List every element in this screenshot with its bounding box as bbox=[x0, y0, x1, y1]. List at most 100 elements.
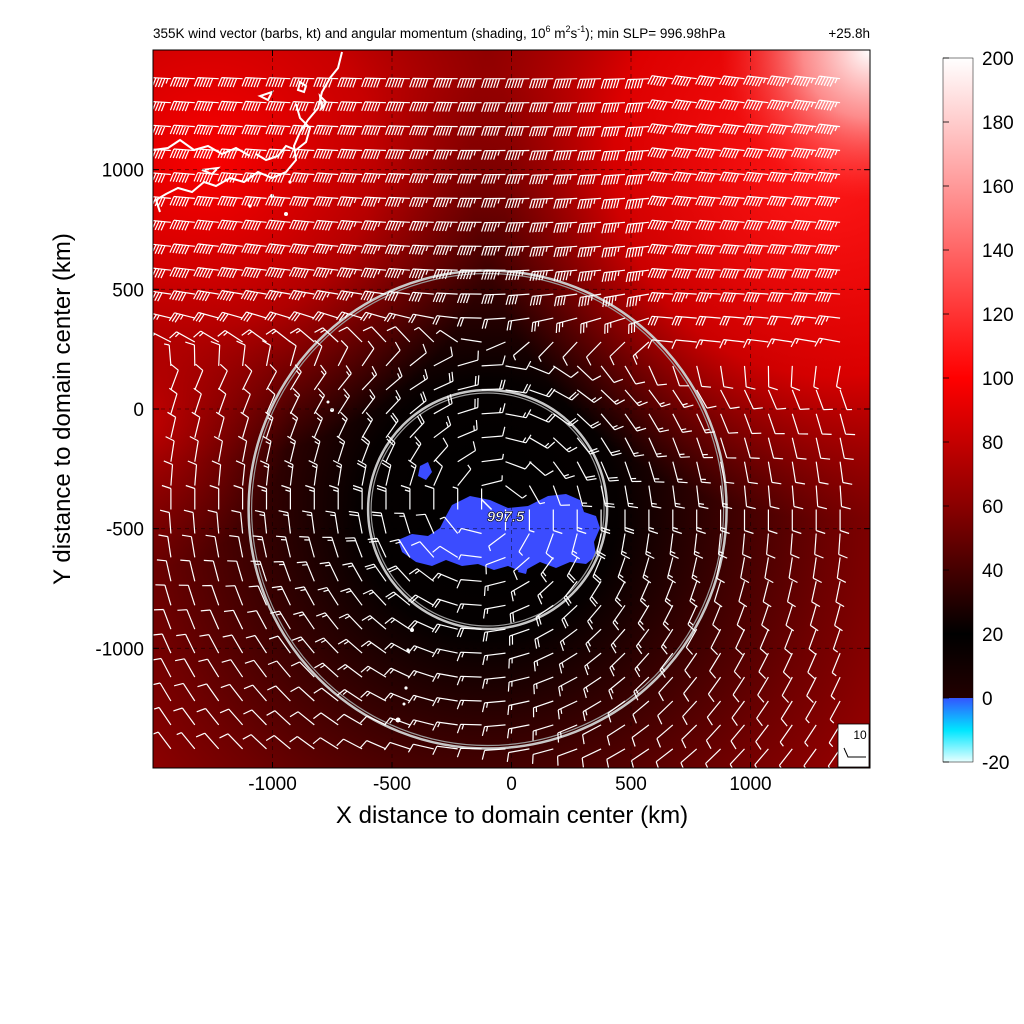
wind-barb bbox=[576, 509, 587, 535]
heatmap-layer: 997.5 bbox=[153, 50, 870, 768]
wind-barb bbox=[540, 557, 554, 583]
wind-barb bbox=[385, 591, 411, 606]
wind-barb bbox=[456, 699, 482, 710]
wind-barb bbox=[383, 692, 411, 702]
wind-barb bbox=[583, 676, 602, 699]
wind-barb bbox=[639, 581, 650, 608]
wind-barb bbox=[696, 365, 712, 388]
wind-barb bbox=[481, 426, 506, 439]
wind-barb bbox=[671, 315, 697, 326]
colorbar-tick-label: 200 bbox=[982, 49, 1014, 70]
wind-barb bbox=[767, 437, 784, 460]
wind-barb bbox=[385, 389, 401, 415]
wind-barb bbox=[481, 700, 506, 713]
wind-barb bbox=[510, 580, 530, 602]
wind-barb bbox=[835, 581, 845, 608]
wind-barb bbox=[720, 413, 739, 434]
wind-barb bbox=[648, 437, 667, 458]
colorbar-tick-label: 60 bbox=[982, 497, 1003, 518]
wind-barb bbox=[532, 700, 554, 718]
wind-barb bbox=[177, 609, 196, 630]
wind-barb bbox=[153, 332, 172, 343]
wind-barb bbox=[529, 197, 554, 209]
wind-barb bbox=[684, 652, 698, 679]
wind-barb bbox=[169, 267, 195, 279]
wind-barb bbox=[185, 484, 196, 510]
wind-barb bbox=[360, 311, 387, 322]
wind-barb bbox=[360, 665, 387, 678]
wind-barb bbox=[169, 77, 195, 88]
colorbar-tick-label: 120 bbox=[982, 305, 1014, 326]
colorbar-tick-label: 140 bbox=[982, 241, 1014, 262]
wind-barb bbox=[202, 584, 220, 606]
wind-barb bbox=[642, 557, 652, 584]
wind-barb bbox=[600, 485, 615, 508]
wind-barb bbox=[433, 101, 458, 112]
wind-barb bbox=[169, 290, 195, 302]
wind-barb bbox=[193, 243, 219, 255]
wind-barb bbox=[219, 708, 244, 726]
wind-barb bbox=[265, 328, 291, 343]
wind-barb bbox=[720, 509, 730, 535]
wind-barb bbox=[481, 453, 504, 463]
wind-barb bbox=[790, 99, 817, 111]
wind-barb bbox=[287, 435, 296, 462]
wind-barb bbox=[165, 436, 175, 462]
wind-barb bbox=[553, 149, 578, 161]
wind-barb bbox=[767, 461, 782, 485]
wind-barb bbox=[242, 734, 267, 750]
wind-barb bbox=[647, 339, 673, 349]
wind-barb bbox=[710, 628, 722, 656]
wind-barb bbox=[767, 292, 793, 303]
wind-barb bbox=[664, 581, 674, 608]
colorbar-tick-label: 180 bbox=[982, 113, 1014, 134]
wind-barb bbox=[743, 268, 769, 279]
wind-barb bbox=[217, 267, 243, 279]
wind-barb bbox=[289, 196, 315, 207]
wind-barb bbox=[719, 315, 745, 326]
wind-barb bbox=[528, 485, 546, 505]
wind-barb bbox=[687, 605, 698, 632]
wind-barb bbox=[528, 126, 554, 137]
wind-barb bbox=[313, 101, 339, 112]
wind-barb bbox=[481, 197, 506, 208]
wind-barb bbox=[624, 413, 647, 432]
wind-barb bbox=[829, 700, 841, 724]
wind-barb bbox=[458, 554, 482, 560]
wind-barb bbox=[294, 586, 315, 606]
wind-barb bbox=[712, 605, 722, 632]
x-axis-title: X distance to domain center (km) bbox=[336, 802, 688, 829]
wind-barb bbox=[791, 268, 817, 279]
wind-barb bbox=[265, 219, 291, 231]
wind-barb bbox=[458, 527, 482, 535]
wind-barb bbox=[312, 243, 339, 255]
wind-barb bbox=[814, 195, 841, 207]
wind-barb bbox=[257, 484, 268, 510]
wind-barb bbox=[766, 99, 793, 111]
wind-barb bbox=[389, 538, 411, 558]
wind-barb bbox=[193, 267, 219, 279]
wind-barb bbox=[720, 365, 734, 389]
wind-barb bbox=[532, 724, 554, 741]
wind-barb bbox=[812, 557, 822, 584]
wind-barb bbox=[329, 484, 339, 510]
wind-barb bbox=[168, 312, 195, 323]
wind-barb bbox=[766, 195, 793, 207]
wind-barb bbox=[288, 311, 315, 322]
wind-barb bbox=[243, 709, 267, 726]
wind-barb bbox=[336, 267, 363, 279]
wind-barb bbox=[196, 707, 220, 726]
wind-barb bbox=[657, 700, 674, 725]
colorbar-tick-label: 160 bbox=[982, 177, 1014, 198]
wind-barb bbox=[409, 77, 434, 88]
wind-barb bbox=[505, 149, 530, 161]
wind-barb bbox=[624, 509, 635, 535]
wind-barb bbox=[742, 338, 769, 349]
wind-barb bbox=[767, 268, 793, 279]
wind-barb bbox=[457, 420, 478, 439]
wind-barb bbox=[361, 388, 376, 415]
wind-barb bbox=[814, 123, 841, 135]
wind-barb bbox=[577, 221, 602, 234]
wind-barb bbox=[655, 748, 674, 768]
wind-barb bbox=[216, 311, 243, 323]
